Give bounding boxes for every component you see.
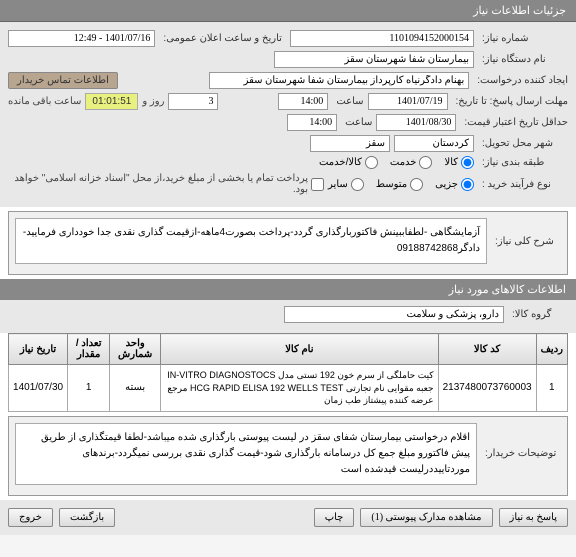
back-button[interactable]: بازگشت: [59, 508, 115, 527]
process-note: پرداخت تمام یا بخشی از مبلغ خرید،از محل …: [8, 173, 308, 195]
process-medium-radio[interactable]: [410, 178, 423, 191]
type-both-radio[interactable]: [365, 156, 378, 169]
goods-section-header: اطلاعات کالاهای مورد نیاز: [0, 279, 576, 300]
deadline-date-input[interactable]: [368, 93, 448, 110]
creator-label: ایجاد کننده درخواست:: [473, 75, 568, 86]
creator-input[interactable]: [209, 72, 469, 89]
type-service-radio[interactable]: [419, 156, 432, 169]
description-fieldset: شرح کلی نیاز: آزمایشگاهی -لطفاببینش فاکت…: [8, 211, 568, 275]
time-label-1: ساعت: [332, 96, 363, 107]
type-radio-group: کالا خدمت کالا/خدمت: [319, 156, 474, 169]
cell-code: 2137480073760003: [438, 365, 536, 412]
col-unit: واحد شمارش: [110, 334, 161, 365]
process-other-option: سایر: [328, 178, 364, 191]
page-header: جزئیات اطلاعات نیاز: [0, 0, 576, 22]
city-input[interactable]: [310, 135, 390, 152]
request-no-input[interactable]: [290, 30, 474, 47]
page-title: جزئیات اطلاعات نیاز: [473, 5, 566, 17]
deadline-label: مهلت ارسال پاسخ: تا تاریخ:: [452, 96, 568, 107]
col-name: نام کالا: [161, 334, 439, 365]
province-label: شهر محل تحویل:: [478, 138, 568, 149]
cell-unit: بسته: [110, 365, 161, 412]
validity-time-input[interactable]: [287, 114, 337, 131]
buyer-notes-label: توضیحات خریدار:: [481, 448, 561, 459]
table-header-row: ردیف کد کالا نام کالا واحد شمارش تعداد /…: [9, 334, 568, 365]
cell-name: کیت حاملگی از سرم خون 192 تستی مدل IN-VI…: [161, 365, 439, 412]
reply-button[interactable]: پاسخ به نیاز: [499, 508, 569, 527]
validity-date-input[interactable]: [376, 114, 456, 131]
process-note-wrap: پرداخت تمام یا بخشی از مبلغ خرید،از محل …: [8, 173, 324, 195]
type-goods-option: کالا: [444, 156, 474, 169]
col-code: کد کالا: [438, 334, 536, 365]
contact-badge[interactable]: اطلاعات تماس خریدار: [8, 72, 118, 89]
type-both-option: کالا/خدمت: [319, 156, 378, 169]
col-idx: ردیف: [536, 334, 567, 365]
process-medium-option: متوسط: [376, 178, 423, 191]
buyer-notes-fieldset: توضیحات خریدار: اقلام درخواستی بیمارستان…: [8, 416, 568, 496]
col-date: تاریخ نیاز: [9, 334, 68, 365]
desc-label: شرح کلی نیاز:: [491, 236, 561, 247]
deadline-time-input[interactable]: [278, 93, 328, 110]
timer-badge: 01:01:51: [85, 93, 138, 110]
process-minor-radio[interactable]: [461, 178, 474, 191]
buyer-notes-text: اقلام درخواستی بیمارستان شفای سقز در لیس…: [15, 423, 477, 485]
goods-table: ردیف کد کالا نام کالا واحد شمارش تعداد /…: [8, 333, 568, 412]
goods-section-title: اطلاعات کالاهای مورد نیاز: [449, 284, 566, 296]
group-input[interactable]: [284, 306, 504, 323]
days-label: روز و: [142, 96, 164, 107]
time-label-2: ساعت: [341, 117, 372, 128]
buttons-row: پاسخ به نیاز مشاهده مدارک پیوستی (1) چاپ…: [0, 500, 576, 535]
days-remaining-input[interactable]: [168, 93, 218, 110]
request-no-label: شماره نیاز:: [478, 33, 568, 44]
announce-label: تاریخ و ساعت اعلان عمومی:: [159, 33, 282, 44]
cell-idx: 1: [536, 365, 567, 412]
print-button[interactable]: چاپ: [314, 508, 355, 527]
org-label: نام دستگاه نیاز:: [478, 54, 568, 65]
validity-label: حداقل تاریخ اعتبار قیمت:: [460, 117, 568, 128]
desc-text: آزمایشگاهی -لطفاببینش فاکتوربارگذاری گرد…: [15, 218, 487, 264]
announce-input[interactable]: [8, 30, 155, 47]
cell-date: 1401/07/30: [9, 365, 68, 412]
type-service-option: خدمت: [390, 156, 433, 169]
col-qty: تعداد / مقدار: [68, 334, 110, 365]
table-row[interactable]: 1 2137480073760003 کیت حاملگی از سرم خون…: [9, 365, 568, 412]
process-radio-group: جزیی متوسط سایر: [328, 178, 474, 191]
details-form: شماره نیاز: تاریخ و ساعت اعلان عمومی: نا…: [0, 22, 576, 207]
attachments-button[interactable]: مشاهده مدارک پیوستی (1): [360, 508, 492, 527]
type-label: طبقه بندی نیاز:: [478, 157, 568, 168]
process-minor-option: جزیی: [435, 178, 474, 191]
org-input[interactable]: [274, 51, 474, 68]
process-label: نوع فرآیند خرید :: [478, 179, 568, 190]
group-label: گروه کالا:: [508, 309, 568, 320]
type-goods-radio[interactable]: [461, 156, 474, 169]
province-input[interactable]: [394, 135, 474, 152]
cell-qty: 1: [68, 365, 110, 412]
exit-button[interactable]: خروج: [8, 508, 53, 527]
treasury-checkbox[interactable]: [311, 178, 324, 191]
process-other-radio[interactable]: [351, 178, 364, 191]
remaining-label: ساعت باقی مانده: [8, 96, 81, 107]
